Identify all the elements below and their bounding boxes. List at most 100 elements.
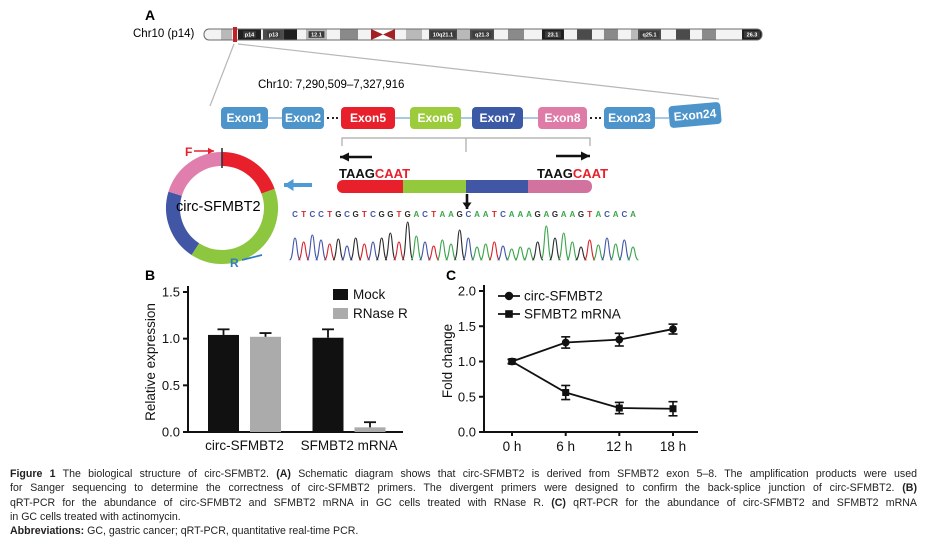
sequence-base: A [613,210,619,219]
c-circ-line [511,328,674,363]
sequence-base: G [552,210,558,219]
exon-box-exon6: Exon6 [410,107,461,129]
ideogram-band [591,29,604,40]
exon-box-label: Exon2 [284,111,321,125]
chromatogram-peak [531,241,544,261]
ideogram-band [297,29,307,40]
right-junction-black-part: TAAG [537,166,573,181]
exon-box-label: Exon8 [544,111,581,125]
bar-chart-rnase: 0.0 0.5 1.0 1.5 Relative expression circ-SFMB… [143,285,408,454]
ideogram-band [716,29,743,40]
b-legend-swatch-0 [333,289,348,300]
right-junction-sequence: TAAGCAAT [537,166,608,181]
exon-connector [523,117,538,119]
sequence-base: T [397,210,402,219]
panel-b-label: B [145,267,156,283]
circ-rna-label: circ-SFMBT2 [176,199,261,215]
splice-schematic: FRC T C C T G C G T C G G T G A C T A A G C A A T C A A A G A G A A G T A C A… [166,137,639,270]
chromatogram-peak [453,229,466,261]
sequence-base: T [362,210,367,219]
b-category-label: SFMBT2 mRNA [301,438,398,453]
c-legend-marker-1 [505,310,513,318]
reverse-primer-label: R [230,256,239,270]
band-label-box [267,31,280,38]
chromosome-ideogram: p14 p13 12.1 10q21.1 q21.3 23.1 q25.1 26.3 [203,27,763,107]
band-label-box [243,31,256,38]
divergent-primer-arrow-left-head [340,152,349,162]
left-junction-sequence: TAAGCAAT [339,166,410,181]
c-legend-marker-0 [504,291,514,301]
exon-box-label: Exon7 [479,111,516,125]
chromatogram-peak [618,239,631,261]
b-bar-mock-0 [208,334,239,432]
c-x-tick-label: 18 h [660,439,686,454]
b-bar-mock-1 [312,337,344,432]
band-label: q25.1 [642,33,656,39]
caption-text-segment: Schematic diagram shows that circ-SFMBT2… [290,468,917,480]
ideogram-band [676,29,691,40]
ideogram-band [284,29,298,40]
band-label: 23.1 [548,33,559,39]
sequence-base: A [474,210,480,219]
c-circ-marker [561,338,570,347]
ideogram-band [422,29,429,40]
band-label: p14 [245,33,255,39]
b-y-axis-title: Relative expression [143,303,158,421]
sequence-base: A [569,210,575,219]
c-mrna-marker [615,404,623,412]
c-y-tick-label: 0.5 [458,389,476,404]
sequence-base: C [500,210,506,219]
zoom-line-left [209,43,235,107]
c-mrna-marker [669,405,677,413]
chromosome-label: Chr10 (p14) [133,28,195,40]
caption-bold-segment: Abbreviations: [10,525,85,538]
b-legend-label-1: RNase R [353,306,408,321]
ideogram-band [204,29,222,40]
chromatogram-peak [401,221,414,261]
chromatogram-peak [583,239,596,261]
sequence-base: A [439,210,445,219]
reverse-primer-line [241,254,263,261]
chromatogram-peak [419,241,431,261]
sequence-base: A [509,210,515,219]
chromatogram-peak [497,245,509,261]
ideogram-outline [203,28,763,41]
splice-product-bar [337,180,592,193]
chromatogram-peak [540,225,553,261]
b-legend-swatch-1 [333,308,348,319]
ideogram-band [690,29,703,40]
c-circ-marker [669,325,677,333]
sequence-base: G [405,210,411,219]
ideogram-band [339,29,359,40]
chromatogram-peak [289,237,301,261]
c-y-tick-label: 1.5 [458,319,476,334]
left-junction-red-part: CAAT [374,166,411,181]
panel-c-label: C [446,267,457,283]
locus-coordinates: Chr10: 7,290,509–7,327,916 [258,79,405,91]
caption-line-2: for Sanger sequencing to determine the c… [10,481,917,495]
sequence-base: C [422,210,428,219]
c-y-tick-label: 2.0 [458,284,476,299]
c-legend-label-0: circ-SFMBT2 [524,289,603,304]
chromatogram-peak [488,241,501,261]
chromatogram-peak [592,244,605,261]
sequence-base: C [370,210,376,219]
chromatogram-peak [332,238,345,261]
ideogram-band [395,29,406,40]
chromatogram-peak [428,245,440,261]
sequence-base: A [630,210,636,219]
sequence-base: T [301,210,306,219]
sequence-base: A [413,210,419,219]
sequence-base: A [483,210,489,219]
b-y-tick-label: 1.0 [162,331,180,346]
sequence-base: A [595,210,601,219]
band-label-box [744,31,760,38]
circ-segment-exon5 [221,152,275,194]
caption-bold-segment: (C) [551,496,566,509]
sequence-base: T [327,210,332,219]
caption-line-3: qRT-PCR for the abundance of circ-SFMBT2… [10,496,917,510]
splice-bar-exon7 [466,180,528,193]
ideogram-band [617,29,631,40]
chromatogram-peak [557,232,570,261]
